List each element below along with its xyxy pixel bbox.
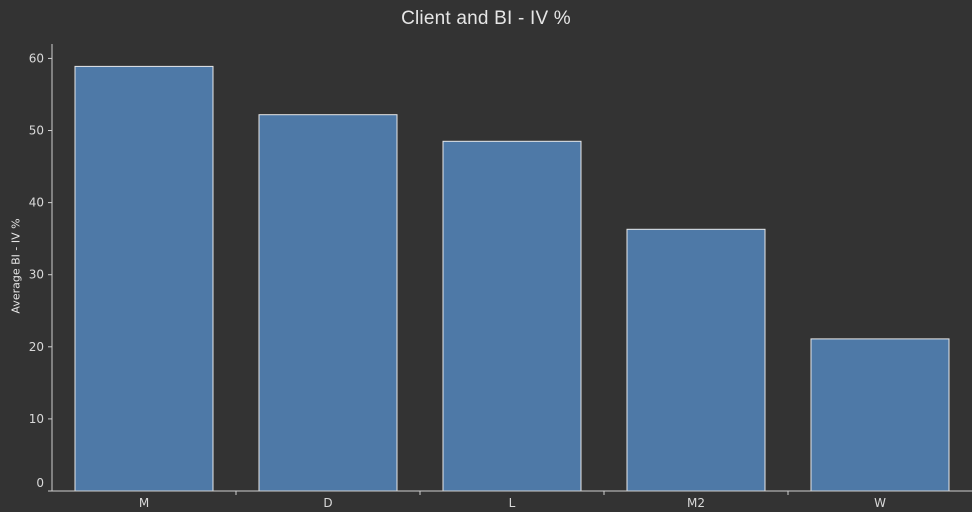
x-tick-label-m2: M2 bbox=[687, 496, 705, 510]
x-tick-label-w: W bbox=[874, 496, 886, 510]
y-tick-label-0: 0 bbox=[36, 476, 44, 490]
x-axis: M D L M2 W bbox=[52, 490, 972, 510]
y-tick-label-30: 30 bbox=[29, 268, 44, 282]
y-tick-label-10: 10 bbox=[29, 412, 44, 426]
y-tick-label-60: 60 bbox=[29, 51, 44, 65]
y-tick-label-20: 20 bbox=[29, 340, 44, 354]
bar-m2[interactable] bbox=[626, 228, 766, 492]
bar-w[interactable] bbox=[810, 338, 950, 492]
bar-l[interactable] bbox=[442, 140, 582, 492]
y-tick-label-40: 40 bbox=[29, 196, 44, 210]
chart-title: Client and BI - IV % bbox=[401, 8, 571, 29]
x-tick-label-d: D bbox=[323, 496, 332, 510]
bar-d[interactable] bbox=[258, 114, 398, 492]
y-tick-label-50: 50 bbox=[29, 124, 44, 138]
x-tick-label-m: M bbox=[139, 496, 149, 510]
bars-group bbox=[74, 65, 950, 492]
x-tick-label-l: L bbox=[509, 496, 516, 510]
y-axis: 0 10 20 30 40 50 60 bbox=[29, 44, 53, 492]
bar-m[interactable] bbox=[74, 65, 214, 492]
